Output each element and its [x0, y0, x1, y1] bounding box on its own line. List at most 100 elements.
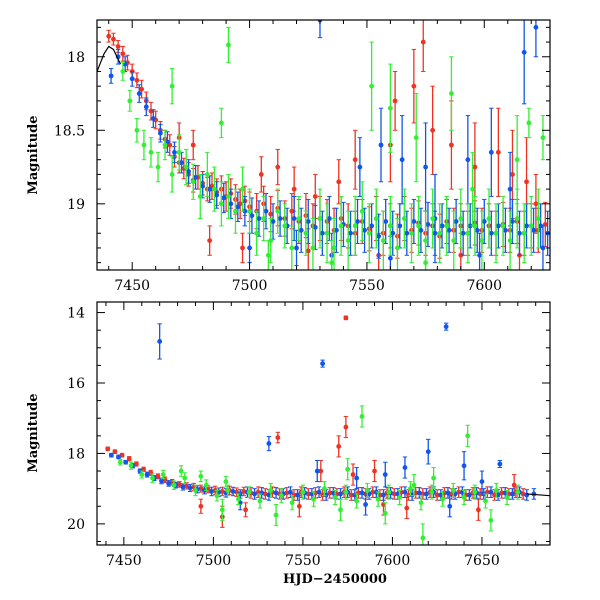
bottom-data-point [327, 490, 333, 496]
top-data-point [488, 149, 494, 155]
top-data-point [373, 216, 379, 221]
bottom-plot-frame [96, 301, 551, 546]
bottom-xlabel: HJD−2450000 [283, 572, 387, 587]
top-data-point [357, 164, 363, 170]
bottom-data-point [418, 500, 424, 506]
bottom-data-point [461, 495, 467, 500]
top-data-point [423, 164, 429, 170]
top-x-tick-label: 7600 [466, 278, 502, 294]
top-data-point [338, 223, 344, 229]
top-data-point [120, 51, 126, 57]
bottom-data-point [343, 424, 349, 430]
top-data-point [228, 201, 234, 207]
bottom-data-point [338, 491, 343, 497]
top-data-point [242, 208, 248, 214]
top-data-point [446, 227, 452, 233]
bottom-data-point [382, 472, 388, 477]
bottom-data-point [404, 505, 410, 511]
bottom-data-point [171, 482, 177, 488]
bottom-data-point [467, 492, 472, 498]
top-data-point [157, 130, 163, 136]
top-data-point [510, 172, 515, 177]
top-data-point [472, 223, 478, 229]
top-data-point [430, 127, 436, 133]
top-data-point [120, 69, 126, 74]
top-data-point [362, 227, 367, 233]
bottom-data-point [219, 507, 225, 513]
bottom-data-point [484, 489, 490, 495]
top-data-point [366, 230, 372, 236]
top-data-point [326, 216, 332, 221]
top-data-point [420, 39, 426, 45]
top-data-point [298, 227, 304, 233]
bottom-data-point [116, 454, 121, 460]
top-data-point [488, 230, 494, 236]
bottom-data-point [416, 490, 422, 496]
bottom-data-point [375, 496, 381, 502]
top-data-point [211, 186, 217, 192]
top-data-point [378, 142, 384, 148]
top-data-point [226, 42, 231, 48]
bottom-data-point [295, 492, 300, 498]
bottom-data-point [279, 493, 284, 499]
top-data-point [387, 255, 393, 261]
top-data-point [470, 186, 475, 192]
bottom-data-point [178, 468, 184, 474]
top-data-point [162, 142, 168, 148]
bottom-data-point [117, 459, 123, 465]
top-y-tick-label: 18 [67, 50, 85, 66]
bottom-data-point [166, 480, 172, 486]
top-data-point [538, 223, 544, 229]
top-data-point [458, 216, 464, 221]
top-data-point [214, 192, 220, 198]
bottom-data-point [255, 489, 261, 495]
bottom-data-point [300, 489, 306, 495]
top-data-point [392, 98, 398, 104]
bottom-data-point [359, 414, 365, 419]
bottom-data-point [311, 496, 317, 502]
bottom-data-point [198, 503, 204, 509]
top-data-point [296, 216, 302, 221]
top-x-tick-label: 7500 [232, 278, 268, 294]
top-data-point [521, 230, 527, 236]
top-data-point [334, 227, 339, 233]
bottom-data-point [488, 517, 494, 523]
bottom-data-point [524, 492, 530, 498]
bottom-data-point [314, 468, 320, 474]
top-data-point [294, 245, 299, 251]
top-data-point [495, 223, 501, 229]
top-data-point [467, 223, 473, 229]
top-data-point [376, 233, 382, 239]
bottom-data-point [386, 489, 392, 495]
top-data-point [331, 245, 337, 251]
bottom-data-point [382, 510, 388, 516]
top-data-point [540, 135, 546, 141]
bottom-data-point [461, 463, 467, 469]
bottom-y-tick-label: 14 [67, 306, 85, 322]
bottom-x-tick-label: 7500 [196, 553, 232, 569]
top-data-point [345, 238, 351, 243]
top-data-point [312, 224, 318, 230]
top-data-point [465, 230, 471, 236]
bottom-model-curve [526, 493, 550, 497]
bottom-data-point [193, 488, 198, 493]
top-data-point [399, 157, 405, 163]
bottom-data-point [198, 473, 204, 479]
bottom-data-point [483, 498, 488, 504]
top-data-point [129, 76, 135, 82]
top-data-point [387, 223, 393, 229]
top-data-point [139, 86, 144, 92]
bottom-data-point [447, 503, 453, 509]
top-data-point [324, 230, 330, 236]
top-data-point [319, 230, 325, 236]
top-data-point [411, 219, 417, 224]
top-ticks [97, 20, 550, 270]
top-data-point [481, 219, 487, 224]
top-data-point [207, 186, 213, 192]
top-data-point [387, 105, 393, 111]
top-data-point [526, 120, 532, 126]
top-data-point [106, 33, 112, 39]
top-data-point [369, 83, 375, 89]
bottom-data-point [241, 489, 247, 494]
bottom-y-tick-label: 16 [67, 376, 85, 392]
